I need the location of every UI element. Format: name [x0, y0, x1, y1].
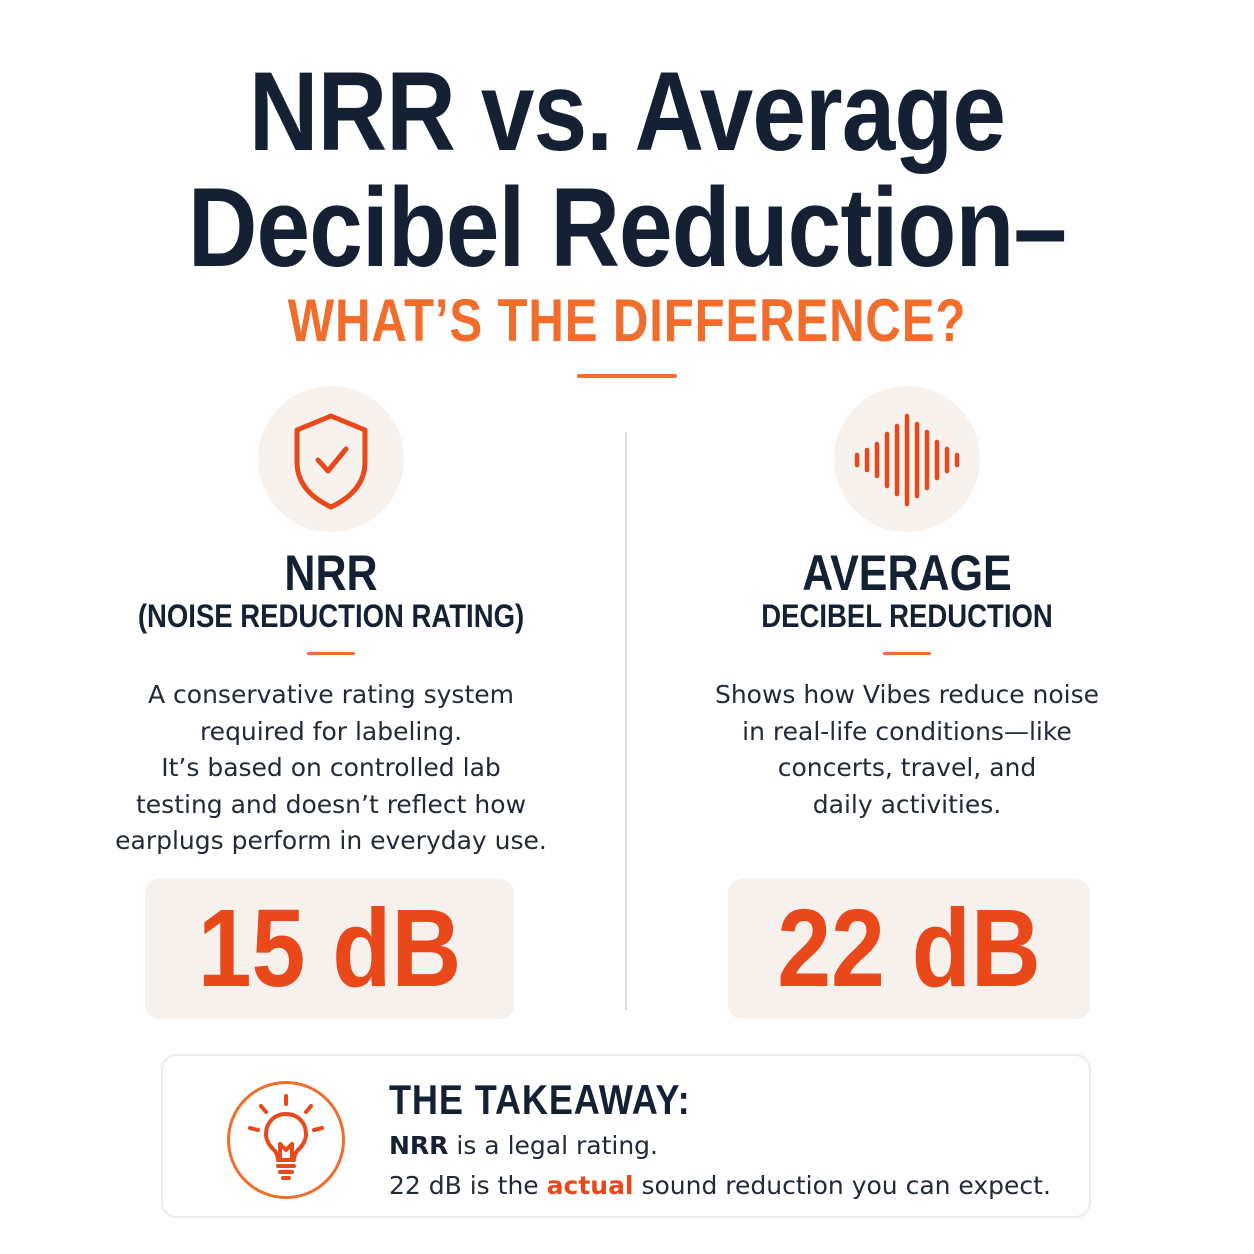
takeaway-line-2-end: sound reduction you can expect. — [633, 1171, 1051, 1200]
takeaway-card: THE TAKEAWAY: NRR is a legal rating. 22 … — [161, 1054, 1091, 1218]
nrr-description-line: testing and doesn’t reflect how — [135, 789, 527, 819]
lightbulb-icon — [227, 1081, 345, 1199]
average-description-line: daily activities. — [812, 789, 1002, 819]
nrr-value: 15 dB — [197, 887, 462, 1010]
average-heading: AVERAGE — [802, 545, 1012, 601]
nrr-subheading: (NOISE REDUCTION RATING) — [137, 598, 525, 634]
average-rule — [883, 652, 931, 655]
title-line-2: Decibel Reduction– — [187, 165, 1067, 290]
takeaway-title: THE TAKEAWAY: — [389, 1076, 691, 1123]
takeaway-nrr-bold: NRR — [389, 1131, 449, 1160]
shield-check-icon — [258, 386, 404, 532]
takeaway-line-2-start: 22 dB is the — [389, 1171, 547, 1200]
average-description-line: in real-life conditions—like — [742, 716, 1072, 746]
takeaway-line-2: 22 dB is the actual sound reduction you … — [389, 1170, 1051, 1202]
title-line-1: NRR vs. Average — [248, 49, 1006, 174]
nrr-description-line: A conservative rating system — [148, 680, 514, 709]
average-description-line: concerts, travel, and — [777, 753, 1037, 782]
average-subheading: DECIBEL REDUCTION — [761, 598, 1053, 634]
nrr-description-line: required for labeling. — [199, 716, 463, 746]
takeaway-line-1-rest: is a legal rating. — [448, 1131, 658, 1160]
average-description: Shows how Vibes reduce noise in real-lif… — [657, 677, 1157, 823]
average-description-line: Shows how Vibes reduce noise — [714, 680, 1100, 709]
takeaway-line-1: NRR is a legal rating. — [389, 1130, 658, 1162]
nrr-heading: NRR — [284, 545, 378, 601]
nrr-description-line: earplugs perform in everyday use. — [115, 826, 547, 855]
nrr-rule — [307, 652, 355, 655]
nrr-value-box: 15 dB — [145, 879, 514, 1019]
nrr-description-line: It’s based on controlled lab — [161, 753, 501, 782]
takeaway-actual-highlight: actual — [546, 1171, 634, 1200]
subtitle: WHAT’S THE DIFFERENCE? — [287, 287, 967, 354]
title-divider — [577, 374, 677, 378]
average-value-box: 22 dB — [728, 879, 1090, 1019]
column-divider — [625, 432, 627, 1010]
nrr-description: A conservative rating system required fo… — [81, 677, 581, 860]
sound-wave-icon — [834, 386, 980, 532]
average-value: 22 dB — [777, 887, 1041, 1010]
